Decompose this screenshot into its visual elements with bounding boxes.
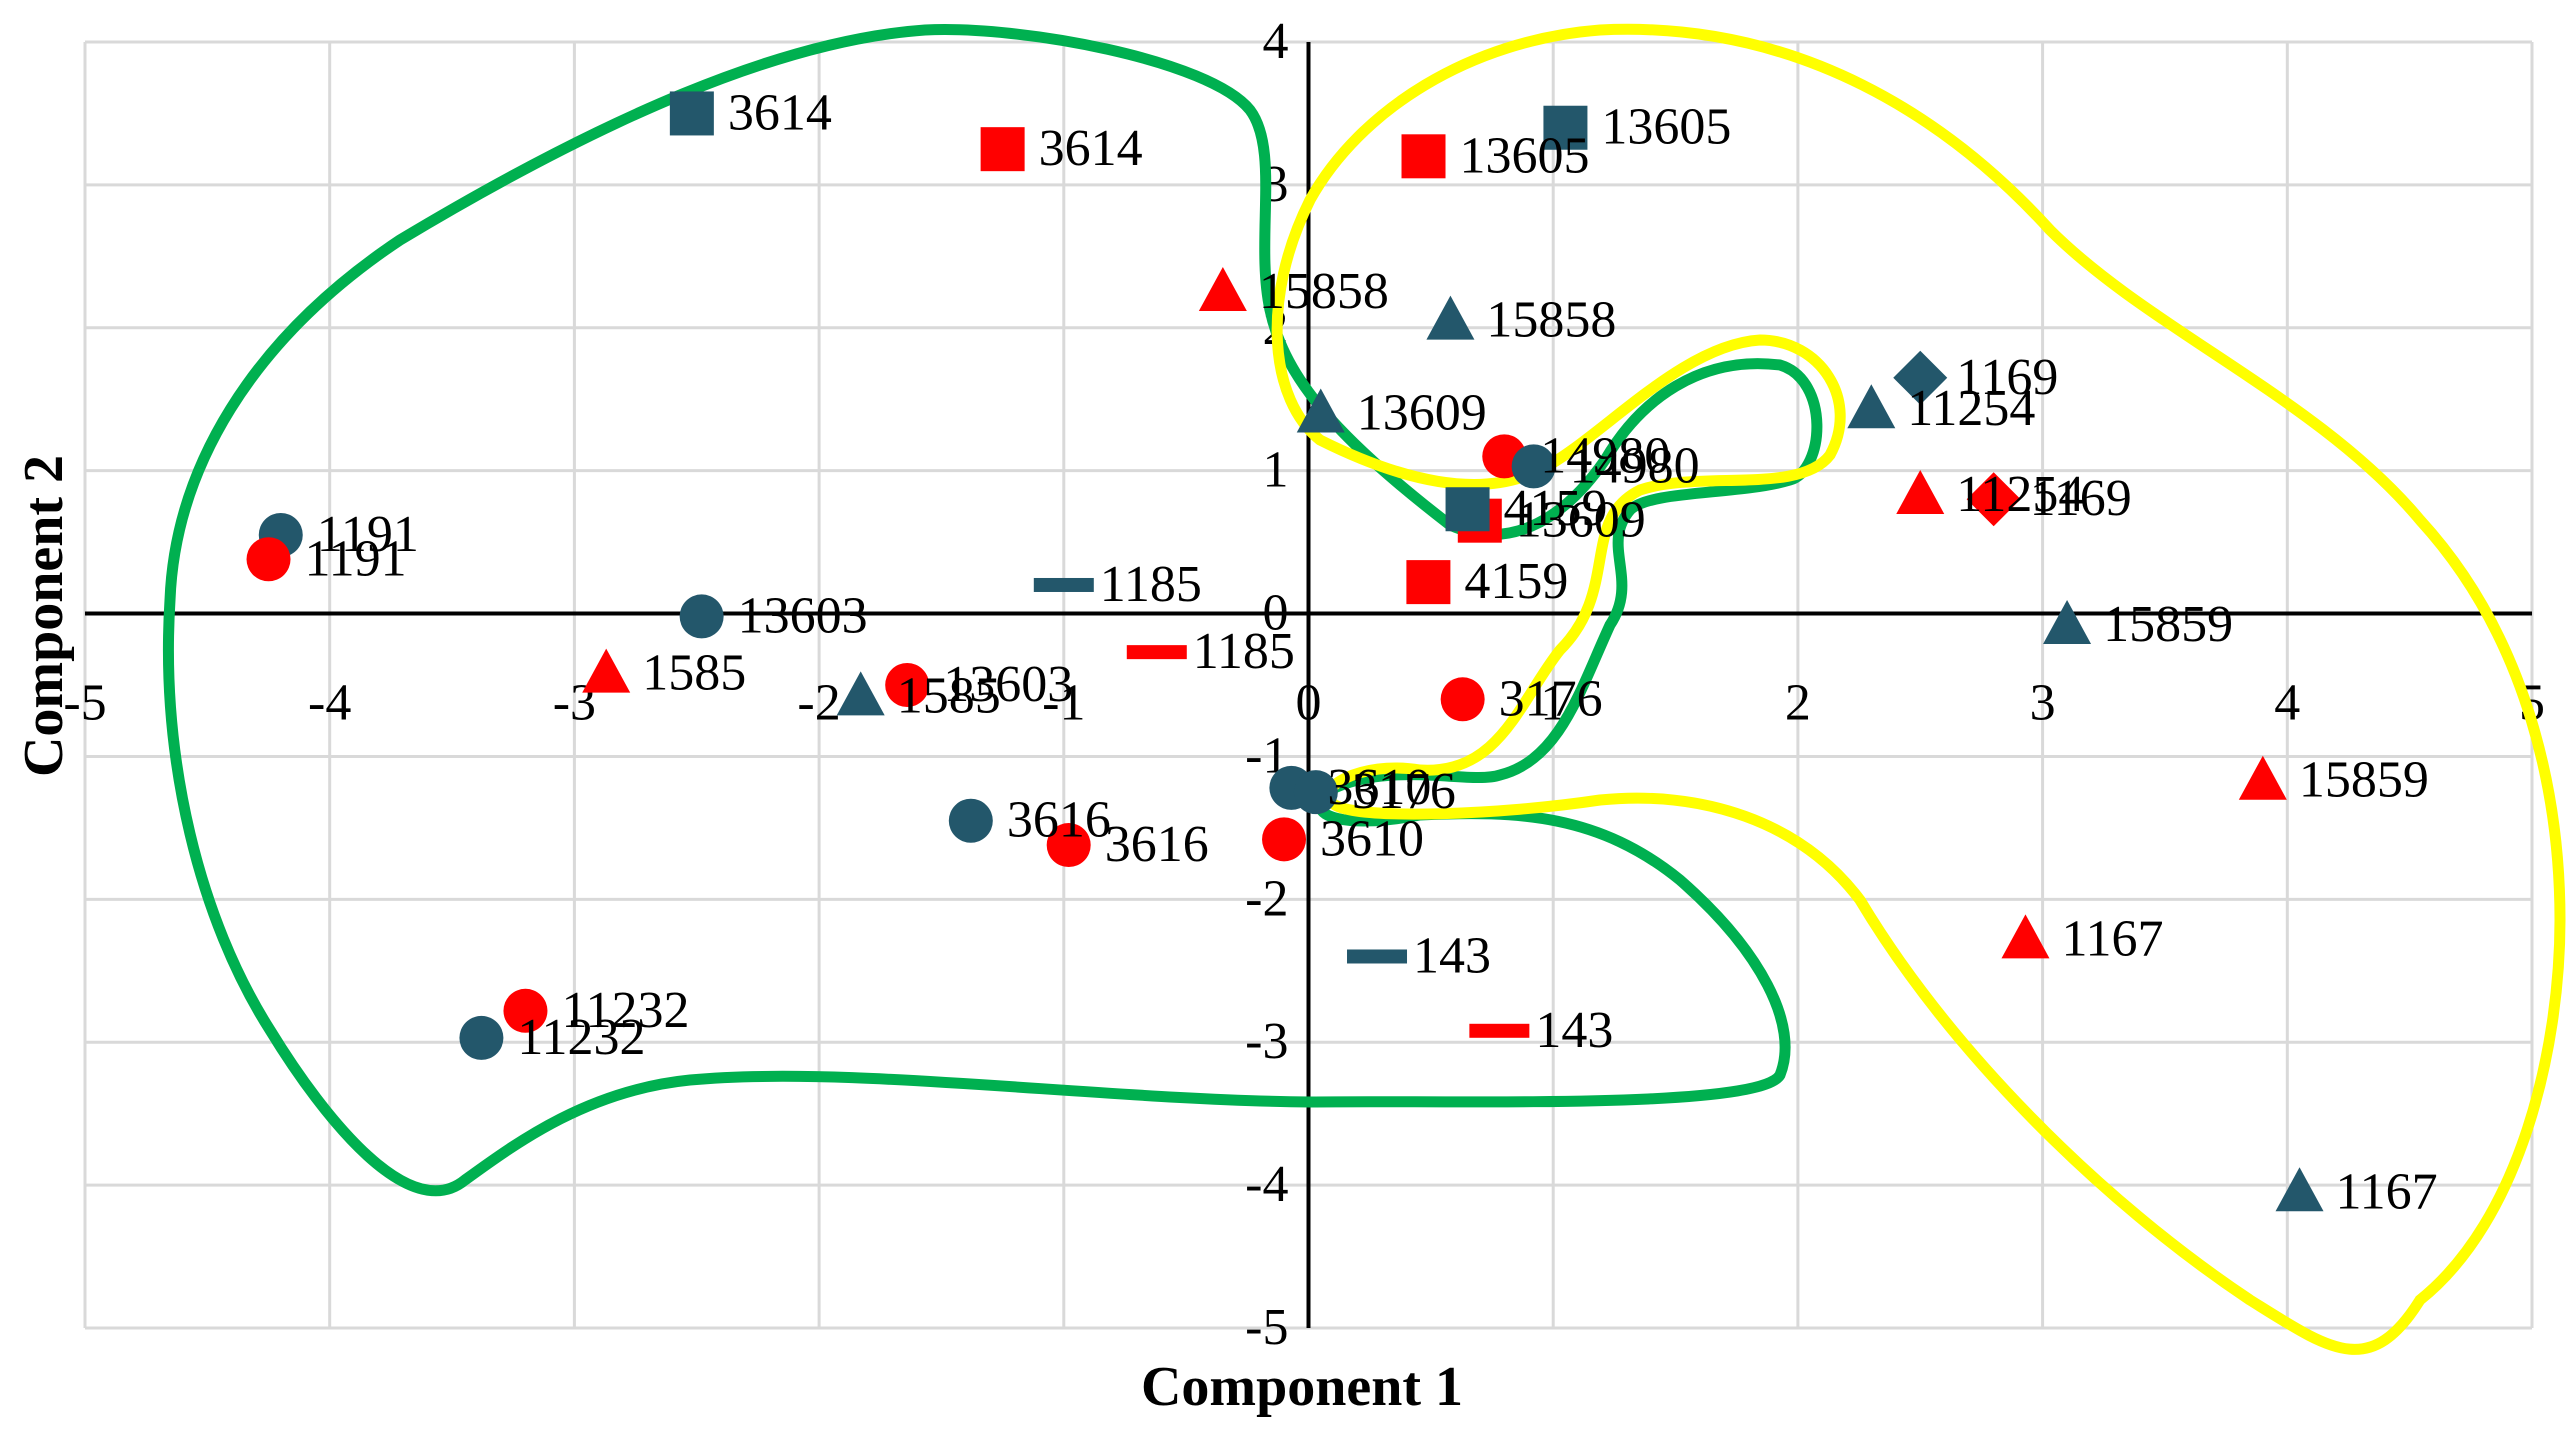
point-label-8: 14980 (1570, 437, 1700, 494)
point-label-6: 13609 (1357, 385, 1487, 442)
point-label-4: 15858 (1259, 263, 1389, 320)
x-tick-label-0: -5 (63, 675, 106, 732)
point-label-19: 1167 (2336, 1163, 2438, 1220)
axes (85, 42, 2532, 1328)
point-30 (1440, 677, 1485, 722)
point-label-18: 1167 (2061, 910, 2163, 967)
y-tick-label-6: 1 (1263, 442, 1289, 499)
point-35 (1469, 1023, 1530, 1038)
point-label-1: 3614 (1039, 120, 1143, 177)
point-label-17: 15859 (2299, 752, 2429, 809)
point-27 (1126, 645, 1187, 660)
x-axis-title: Component 1 (1141, 1356, 1463, 1418)
point-18 (2001, 914, 2050, 959)
x-tick-label-8: 3 (2030, 675, 2056, 732)
x-tick-label-1: -4 (308, 675, 351, 732)
point-26 (1033, 577, 1094, 592)
point-label-12: 1169 (1956, 349, 2058, 406)
point-label-28: 3616 (1007, 792, 1111, 849)
point-label-36: 11232 (561, 982, 689, 1039)
x-tick-labels: -5 -4 -3 -2 -1 0 1 2 3 4 5 (63, 675, 2545, 732)
point-label-34: 143 (1413, 927, 1491, 984)
y-tick-label-9: 4 (1263, 13, 1289, 70)
point-label-30: 3176 (1499, 670, 1603, 727)
point-1 (980, 127, 1025, 172)
point-label-14: 11254 (1956, 466, 2084, 523)
point-label-9: 13609 (1516, 492, 1646, 549)
x-tick-label-3: -2 (797, 675, 840, 732)
point-22 (679, 594, 724, 639)
point-11 (1406, 560, 1451, 605)
y-tick-label-3: -2 (1245, 870, 1288, 927)
point-label-37: 11232 (517, 1009, 645, 1066)
point-2 (1543, 105, 1588, 150)
point-label-33: 3610 (1320, 810, 1424, 867)
point-label-21: 1191 (305, 530, 407, 587)
point-label-0: 3614 (728, 84, 832, 141)
point-label-11: 4159 (1464, 553, 1568, 610)
point-label-32: 3176 (1352, 763, 1456, 820)
point-6 (1296, 388, 1345, 433)
point-23 (885, 663, 930, 707)
point-12 (1893, 350, 1948, 405)
point-25 (836, 671, 885, 716)
point-label-10: 4159 (1504, 480, 1608, 537)
y-tick-label-0: -5 (1245, 1299, 1288, 1356)
point-label-31: 3610 (1327, 759, 1431, 816)
point-4 (1198, 267, 1247, 312)
point-label-20: 1191 (317, 506, 419, 563)
point-37 (459, 1015, 504, 1060)
x-tick-label-4: -1 (1042, 675, 1085, 732)
point-label-23: 13603 (943, 656, 1073, 713)
point-32 (1293, 770, 1338, 815)
data-points (246, 91, 2324, 1212)
point-label-22: 13603 (738, 587, 868, 644)
point-label-13: 11254 (1907, 380, 2035, 437)
point-19 (2275, 1167, 2324, 1212)
point-label-7: 14980 (1540, 427, 1670, 484)
point-21 (246, 537, 291, 582)
point-24 (582, 648, 631, 693)
point-label-2: 13605 (1601, 99, 1731, 156)
point-0 (669, 91, 714, 136)
point-label-35: 143 (1535, 1002, 1613, 1059)
point-34 (1347, 949, 1408, 964)
point-17 (2238, 755, 2287, 800)
y-axis-title: Component 2 (13, 455, 75, 777)
x-tick-label-5: 0 (1296, 675, 1322, 732)
point-label-16: 15859 (2103, 596, 2233, 653)
point-label-24: 1585 (642, 645, 746, 702)
point-29 (1046, 823, 1091, 868)
point-label-27: 1185 (1193, 623, 1295, 680)
point-label-15: 1169 (2030, 470, 2132, 527)
point-label-29: 3616 (1105, 816, 1209, 873)
y-tick-label-2: -3 (1245, 1013, 1288, 1070)
point-label-25: 1585 (897, 667, 1001, 724)
point-label-5: 15858 (1486, 292, 1616, 349)
point-28 (948, 798, 993, 843)
point-10 (1445, 487, 1490, 532)
point-13 (1847, 384, 1896, 429)
x-tick-label-7: 2 (1785, 675, 1811, 732)
point-36 (503, 988, 548, 1033)
point-15 (1966, 472, 2021, 527)
point-label-26: 1185 (1100, 556, 1202, 613)
point-8 (1511, 444, 1556, 489)
point-14 (1896, 469, 1945, 514)
point-33 (1262, 817, 1307, 862)
point-16 (2043, 599, 2092, 644)
point-label-3: 13605 (1460, 127, 1590, 184)
point-3 (1401, 134, 1446, 179)
point-5 (1426, 295, 1475, 340)
y-tick-label-1: -4 (1245, 1156, 1288, 1213)
x-tick-label-9: 4 (2274, 675, 2300, 732)
y-tick-label-5: 0 (1263, 585, 1289, 642)
